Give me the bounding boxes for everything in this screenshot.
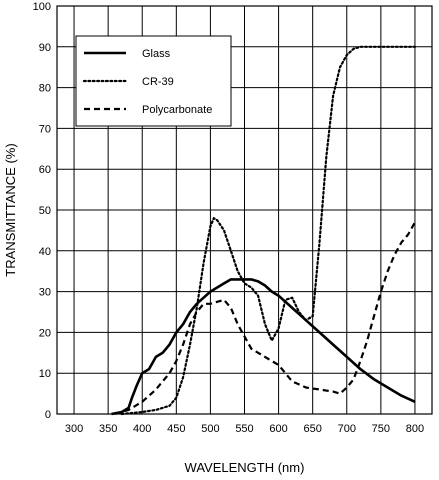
y-tick-label: 70 — [39, 123, 51, 135]
legend-label: Glass — [142, 48, 171, 60]
x-tick-label: 450 — [167, 423, 185, 435]
x-tick-labels: 300 350 400 450 500 550 600 650 700 750 800 — [65, 423, 424, 435]
y-tick-label: 40 — [39, 246, 51, 258]
x-axis-title: WAVELENGTH (nm) — [185, 460, 305, 475]
y-tick-label: 30 — [39, 287, 51, 299]
x-tick-label: 800 — [406, 423, 424, 435]
y-tick-label: 100 — [33, 1, 51, 13]
y-tick-label: 90 — [39, 42, 51, 54]
x-tick-label: 350 — [99, 423, 117, 435]
y-tick-label: 10 — [39, 368, 51, 380]
series-line-polycarbonate — [114, 221, 416, 416]
x-tick-label: 400 — [133, 423, 151, 435]
y-tick-label: 20 — [39, 327, 51, 339]
y-tick-label: 60 — [39, 164, 51, 176]
x-tick-label: 650 — [304, 423, 322, 435]
legend-label: CR-39 — [142, 76, 174, 88]
x-tick-label: 300 — [65, 423, 83, 435]
x-tick-label: 500 — [201, 423, 219, 435]
y-axis-title: TRANSMITTANCE (%) — [3, 143, 18, 276]
y-tick-labels: 0 10 20 30 40 50 60 70 80 90 100 — [33, 1, 51, 421]
series-line-cr-39 — [120, 45, 417, 416]
x-tick-label: 700 — [338, 423, 356, 435]
x-tick-label: 550 — [235, 423, 253, 435]
series-layer — [111, 45, 417, 416]
legend-label: Polycarbonate — [142, 104, 212, 116]
x-tick-label: 750 — [372, 423, 390, 435]
legend: Glass CR-39 Polycarbonate — [75, 35, 232, 127]
y-tick-label: 50 — [39, 205, 51, 217]
series-line-glass — [111, 278, 416, 416]
plot-frame — [56, 5, 433, 415]
x-tick-label: 600 — [269, 423, 287, 435]
y-tick-label: 0 — [45, 409, 51, 421]
y-tick-label: 80 — [39, 83, 51, 95]
